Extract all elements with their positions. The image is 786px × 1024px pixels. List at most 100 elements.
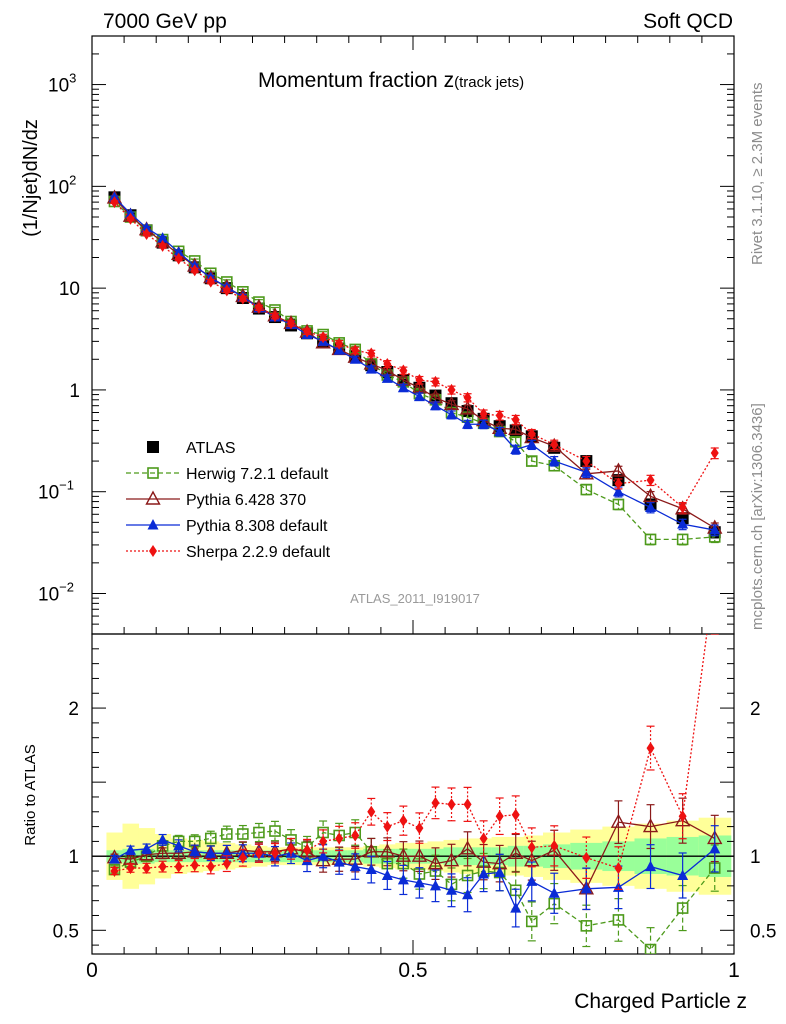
data-point xyxy=(222,857,231,870)
data-point xyxy=(158,860,167,873)
data-point xyxy=(270,310,279,323)
mcplots-label: mcplots.cern.ch [arXiv:1306.3436] xyxy=(749,403,766,630)
data-point xyxy=(582,455,591,468)
data-point xyxy=(612,914,625,926)
series-atlas xyxy=(108,191,721,539)
data-point xyxy=(644,943,657,954)
data-point xyxy=(141,842,153,854)
legend: ATLAS Herwig 7.2.1 default Pythia 6.428 37… xyxy=(126,440,331,561)
data-point xyxy=(397,381,409,393)
data-point xyxy=(494,866,506,878)
legend-entry: ATLAS xyxy=(147,440,236,457)
data-point xyxy=(174,252,183,265)
data-point xyxy=(158,239,167,252)
data-point xyxy=(614,477,623,490)
data-point xyxy=(447,383,456,396)
data-point xyxy=(446,884,458,895)
data-point xyxy=(676,902,689,914)
data-point xyxy=(221,828,233,840)
data-point xyxy=(527,841,536,854)
data-point xyxy=(206,275,215,288)
header-right: Soft QCD xyxy=(643,10,733,33)
x-axis-label: Charged Particle z xyxy=(574,990,747,1013)
ratio-y-tick-label: 0.5 xyxy=(53,921,79,942)
data-point xyxy=(141,221,153,233)
series-sherpa-2-2-9-default xyxy=(110,196,719,514)
data-point xyxy=(610,813,627,828)
data-point xyxy=(269,825,281,837)
x-tick-label: 0.5 xyxy=(398,959,427,982)
data-point xyxy=(379,843,395,858)
data-point xyxy=(478,418,490,429)
main-title-sub: (track jets) xyxy=(454,74,524,91)
data-point xyxy=(674,812,691,827)
data-point xyxy=(254,847,263,860)
data-point xyxy=(446,408,458,420)
data-point xyxy=(335,832,344,845)
data-point xyxy=(508,844,524,859)
data-point xyxy=(108,853,120,864)
data-point xyxy=(335,337,344,350)
data-point xyxy=(110,865,119,878)
data-point xyxy=(190,859,199,872)
ratio-series xyxy=(106,634,723,954)
data-point xyxy=(479,832,488,845)
data-point xyxy=(462,888,474,900)
data-point xyxy=(582,851,591,864)
data-point xyxy=(463,798,472,811)
data-point xyxy=(642,487,659,503)
rivet-label: Rivet 3.1.10, ≥ 2.3M events xyxy=(749,83,766,266)
data-point xyxy=(511,808,520,821)
data-point xyxy=(110,196,119,209)
series-line xyxy=(114,201,716,509)
data-point xyxy=(526,875,538,886)
legend-marker xyxy=(147,467,159,479)
data-point xyxy=(462,418,474,429)
main-y-tick-label: 102 xyxy=(48,172,76,198)
data-point xyxy=(676,533,689,546)
data-point xyxy=(303,844,312,857)
data-point xyxy=(303,325,312,338)
data-point xyxy=(678,501,687,514)
data-point xyxy=(494,425,506,437)
legend-marker xyxy=(147,441,159,453)
data-point xyxy=(142,228,151,241)
data-point xyxy=(395,847,412,862)
data-point xyxy=(478,868,490,879)
data-point xyxy=(190,264,199,277)
data-point xyxy=(525,455,538,467)
data-point xyxy=(580,483,593,496)
data-point xyxy=(447,798,456,811)
ratio-ylabel: Ratio to ATLAS xyxy=(22,744,39,845)
data-point xyxy=(443,852,460,867)
data-point xyxy=(367,347,376,360)
legend-marker xyxy=(147,519,159,530)
data-point xyxy=(413,390,425,402)
analysis-label: ATLAS_2011_I919017 xyxy=(350,591,480,606)
main-title: Momentum fraction z(track jets) xyxy=(258,69,524,92)
data-point xyxy=(173,246,185,257)
main-y-tick-label: 10−2 xyxy=(38,579,74,605)
data-point xyxy=(510,902,522,913)
data-point xyxy=(365,863,377,875)
main-ylabel: (1/Njet)dN/dz xyxy=(20,119,42,237)
data-point xyxy=(351,344,360,357)
data-point xyxy=(644,533,657,546)
ratio-y-tick-label-right: 0.5 xyxy=(750,921,776,942)
legend-entry: Pythia 6.428 370 xyxy=(126,490,306,509)
data-point xyxy=(319,331,328,344)
data-point xyxy=(645,860,657,872)
main-y-tick-label: 10−1 xyxy=(38,478,74,504)
data-point xyxy=(580,920,593,932)
legend-entry: Herwig 7.2.1 default xyxy=(126,466,329,483)
data-point xyxy=(222,284,231,297)
axis-ticks: 10−2 10−1 1 10 102 103 0.5 0.5 1 1 2 2 0 0.5 1 xyxy=(38,35,776,982)
data-point xyxy=(381,372,393,383)
series-line xyxy=(114,201,715,541)
data-point xyxy=(646,474,655,487)
data-point xyxy=(349,353,361,364)
legend-label: Pythia 6.428 370 xyxy=(186,492,306,509)
data-point xyxy=(614,862,623,875)
data-point xyxy=(431,796,440,809)
